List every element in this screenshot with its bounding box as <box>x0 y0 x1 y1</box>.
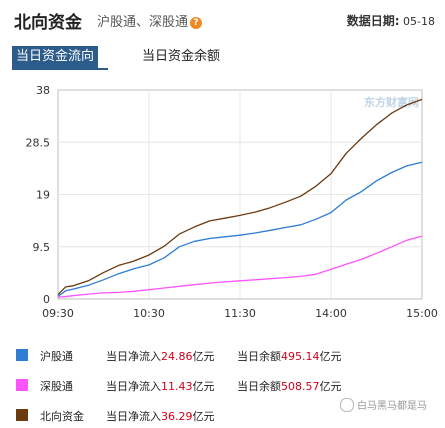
legend-name: 沪股通 <box>40 350 73 363</box>
y-tick-label: 9.5 <box>33 241 51 254</box>
series-line-1 <box>57 235 423 298</box>
wechat-icon <box>340 398 354 412</box>
bal-label: 当日余额 <box>237 380 281 393</box>
legend-name: 北向资金 <box>40 410 84 423</box>
series-line-2 <box>57 98 423 296</box>
x-tick-label: 11:30 <box>224 307 256 320</box>
x-tick-label: 09:30 <box>42 307 74 320</box>
x-tick-label: 14:00 <box>315 307 347 320</box>
bal-unit: 亿元 <box>319 380 342 393</box>
flow-chart: 38 28.5 19 9.5 0 09:30 10:30 11:30 14:00 15:00 东… <box>26 84 438 320</box>
subtitle-text: 沪股通、深股通 <box>97 15 189 30</box>
bottom-watermark: 白马黑马都是马 <box>340 397 427 412</box>
net-value: 24.86 <box>161 350 193 363</box>
bal-value: 495.14 <box>281 350 320 363</box>
page-subtitle: 沪股通、深股通? <box>97 11 203 30</box>
net-unit: 亿元 <box>192 350 215 363</box>
tab-daily-balance[interactable]: 当日资金余额 <box>142 49 221 64</box>
help-icon[interactable]: ? <box>190 17 203 29</box>
net-label: 当日净流入 <box>106 380 161 393</box>
legend-row-sz: 深股通 当日净流入11.43亿元 当日余额508.57亿元 <box>0 372 445 398</box>
date-label: 数据日期: <box>346 14 400 28</box>
legend-name: 深股通 <box>40 380 73 393</box>
series-line-0 <box>57 161 423 297</box>
legend-row-north: 北向资金 当日净流入36.29亿元 <box>0 402 445 428</box>
net-label: 当日净流入 <box>106 410 161 423</box>
x-tick-label: 10:30 <box>133 307 165 320</box>
legend-swatch-north <box>16 409 28 421</box>
data-date: 数据日期: 05-18 <box>347 12 435 29</box>
net-label: 当日净流入 <box>106 350 161 363</box>
y-axis: 38 28.5 19 9.5 0 <box>26 84 51 306</box>
legend-net: 当日净流入36.29亿元 <box>106 408 215 424</box>
net-unit: 亿元 <box>192 410 215 423</box>
legend-row-sh: 沪股通 当日净流入24.86亿元 当日余额495.14亿元 <box>0 342 445 368</box>
bal-label: 当日余额 <box>237 350 281 363</box>
y-tick-label: 19 <box>36 189 50 202</box>
y-tick-label: 28.5 <box>26 136 51 149</box>
watermark-text: 白马黑马都是马 <box>357 401 427 412</box>
bal-value: 508.57 <box>281 380 320 393</box>
net-value: 11.43 <box>161 380 193 393</box>
tab-underline <box>12 68 108 70</box>
chart-series <box>57 98 423 298</box>
header: 北向资金 沪股通、深股通? 数据日期: 05-18 <box>0 0 445 36</box>
net-unit: 亿元 <box>192 380 215 393</box>
page-title: 北向资金 <box>14 13 82 33</box>
legend-net: 当日净流入11.43亿元 <box>106 378 215 394</box>
y-tick-label: 38 <box>36 84 50 97</box>
net-value: 36.29 <box>161 410 193 423</box>
legend-balance: 当日余额495.14亿元 <box>237 348 342 364</box>
chart-watermark: 东方财富网 <box>364 95 419 109</box>
x-axis: 09:30 10:30 11:30 14:00 15:00 <box>42 307 438 320</box>
tab-daily-flow[interactable]: 当日资金流向 <box>12 46 99 68</box>
bal-unit: 亿元 <box>319 350 342 363</box>
y-tick-label: 0 <box>43 293 50 306</box>
legend-swatch-sh <box>16 349 28 361</box>
x-tick-label: 15:00 <box>406 307 438 320</box>
legend-balance: 当日余额508.57亿元 <box>237 378 342 394</box>
date-value: 05-18 <box>403 15 435 28</box>
legend-swatch-sz <box>16 379 28 391</box>
legend-net: 当日净流入24.86亿元 <box>106 348 215 364</box>
chart-grid <box>57 89 423 300</box>
